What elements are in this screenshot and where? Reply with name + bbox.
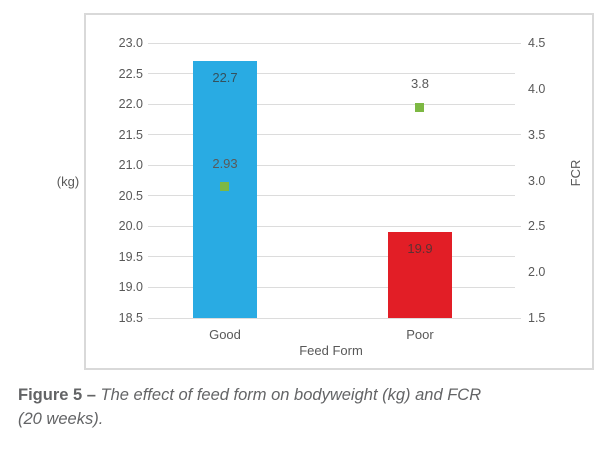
left-axis-title: (kg) <box>56 174 80 189</box>
right-axis-tick-label: 2.5 <box>528 219 546 234</box>
gridline <box>148 317 521 319</box>
chart-panel-border <box>84 13 594 370</box>
figure-caption: Figure 5 – The effect of feed form on bo… <box>18 383 598 431</box>
fcr-marker <box>220 182 229 192</box>
bar-value-label: 22.7 <box>212 70 238 86</box>
gridline <box>148 134 521 136</box>
left-axis-tick-label: 20.5 <box>118 188 143 203</box>
gridline <box>148 42 521 44</box>
gridline <box>148 256 515 258</box>
left-axis-tick-label: 20.0 <box>118 219 143 234</box>
x-axis-title: Feed Form <box>299 343 363 358</box>
right-axis-title: FCR <box>568 159 583 187</box>
gridline <box>148 286 515 288</box>
caption-text-line2: (20 weeks). <box>18 410 104 428</box>
bar-poor <box>388 232 452 318</box>
category-label-poor: Poor <box>406 327 434 342</box>
right-axis-tick-label: 4.5 <box>528 36 546 50</box>
left-axis-tick-label: 22.0 <box>118 97 143 112</box>
left-axis-tick-label: 21.0 <box>118 158 143 173</box>
left-axis-tick-label: 19.5 <box>118 249 143 264</box>
right-axis-tick-label: 3.0 <box>528 173 546 188</box>
left-axis-tick-label: 19.0 <box>118 280 143 295</box>
fcr-marker <box>415 102 424 112</box>
fcr-value-label: 2.93 <box>212 155 238 171</box>
caption-text-line1: The effect of feed form on bodyweight (k… <box>100 386 482 404</box>
right-axis-tick-label: 1.5 <box>528 311 546 325</box>
gridline <box>148 164 515 166</box>
left-axis-tick-label: 22.5 <box>118 66 143 81</box>
gridline <box>148 103 515 105</box>
right-axis-tick-label: 4.0 <box>528 81 546 96</box>
right-axis-tick-label: 3.5 <box>528 127 546 142</box>
gridline <box>148 195 515 197</box>
left-axis-tick-label: 21.5 <box>118 127 143 142</box>
category-label-good: Good <box>209 327 241 342</box>
gridline <box>148 225 521 227</box>
gridline <box>148 73 515 75</box>
left-axis-tick-label: 23.0 <box>118 36 143 50</box>
fcr-value-label: 3.8 <box>410 76 430 92</box>
bar-value-label: 19.9 <box>407 241 433 257</box>
left-axis-tick-label: 18.5 <box>118 311 143 325</box>
caption-figure-number: Figure 5 – <box>18 386 101 404</box>
right-axis-tick-label: 2.0 <box>528 265 546 280</box>
